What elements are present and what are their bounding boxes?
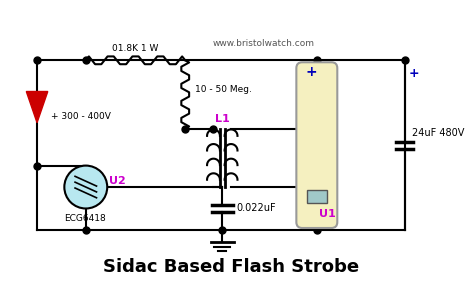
Polygon shape [27, 92, 48, 123]
Text: 24uF 480V: 24uF 480V [412, 128, 465, 138]
Text: Sidac Based Flash Strobe: Sidac Based Flash Strobe [103, 258, 359, 276]
Text: + 300 - 400V: + 300 - 400V [51, 112, 110, 122]
Text: +: + [409, 68, 419, 80]
Text: www.bristolwatch.com: www.bristolwatch.com [212, 39, 314, 48]
Text: 10 - 50 Meg.: 10 - 50 Meg. [195, 85, 252, 94]
Text: 01.8K 1 W: 01.8K 1 W [112, 44, 159, 52]
Text: 0.022uF: 0.022uF [236, 203, 275, 214]
Text: U1: U1 [319, 209, 336, 219]
Bar [307, 190, 327, 203]
Text: L1: L1 [215, 114, 229, 124]
Text: ECG6418: ECG6418 [64, 214, 106, 223]
Circle shape [64, 166, 107, 208]
FancyBboxPatch shape [296, 62, 337, 228]
Text: +: + [305, 65, 317, 79]
Text: U2: U2 [109, 176, 126, 186]
